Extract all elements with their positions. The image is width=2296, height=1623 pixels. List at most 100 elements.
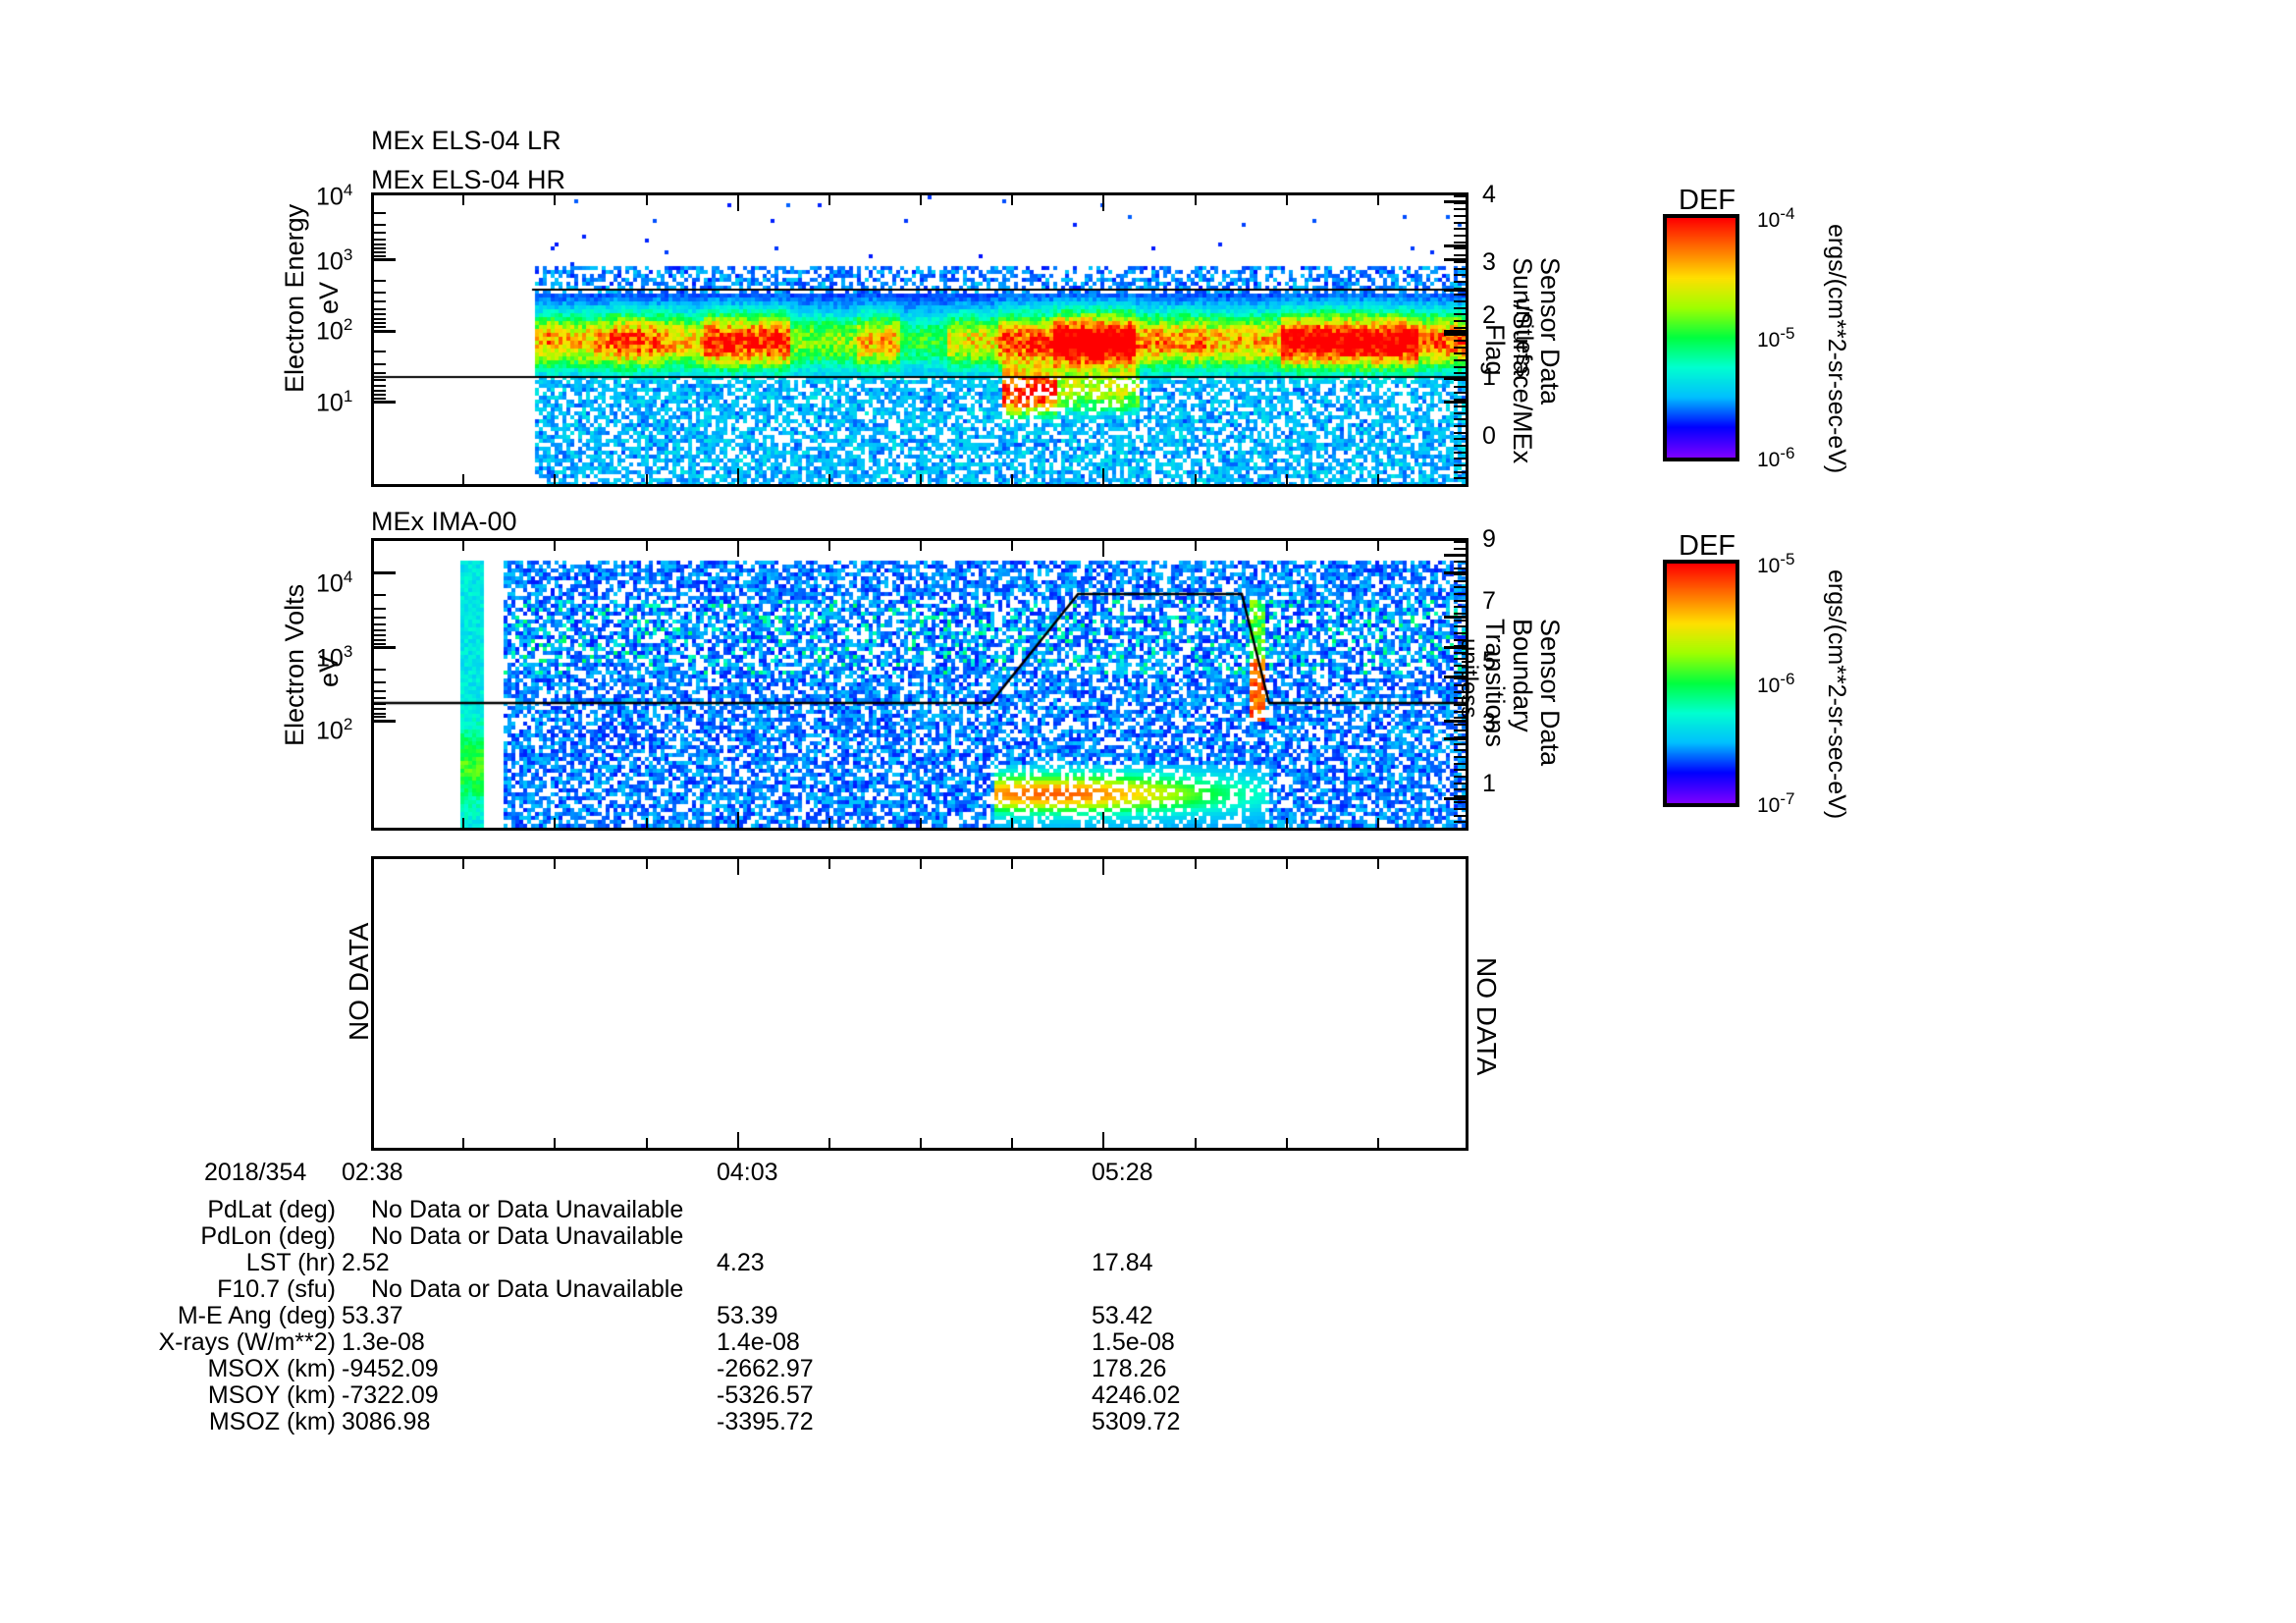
colorbar-1-tick-mid: 10-5 [1757,324,1795,352]
time-axis-tick-2: 05:28 [1092,1159,1153,1186]
colorbar-2-title: DEF [1679,530,1735,562]
axis-tick [374,594,386,596]
axis-tick [1454,347,1466,349]
axis-tick [374,385,386,387]
panel-els-ytick-4: 104 [316,181,353,211]
axis-tick [1444,616,1466,619]
axis-tick [1454,632,1466,634]
axis-tick [374,629,386,631]
axis-tick [374,326,386,328]
axis-tick [374,212,386,214]
time-axis-date: 2018/354 [204,1159,307,1186]
axis-tick [1102,859,1104,875]
colorbar-2-tick-bot: 10-7 [1757,789,1795,817]
axis-tick [1195,859,1197,869]
axis-tick [1454,464,1466,466]
info-row-value: 4.23 [717,1249,765,1276]
axis-tick [1454,208,1466,210]
panel-ima-rtick-9: 9 [1482,525,1496,553]
axis-tick [1454,340,1466,342]
axis-tick [828,1138,830,1148]
axis-tick [646,474,648,484]
panel-ima-rtick-5: 5 [1482,647,1496,675]
axis-tick [1454,548,1466,550]
axis-tick [374,634,386,636]
panel-ima-right-label-3: Transitions [1480,619,1510,748]
axis-tick [1454,254,1466,256]
axis-tick [1444,571,1466,574]
panel-ima-rtick-3: 3 [1482,709,1496,736]
axis-tick [462,541,464,551]
axis-tick [920,195,922,205]
axis-tick [1454,477,1466,479]
axis-tick [1454,736,1466,738]
axis-tick [920,818,922,828]
axis-tick [374,351,386,352]
panel-els-rtick-1: 1 [1482,363,1496,391]
axis-tick [828,541,830,551]
info-row-label: X-rays (W/m**2) [158,1328,336,1356]
info-row-label: MSOY (km) [207,1381,336,1409]
axis-tick [1454,541,1466,543]
axis-tick [1377,818,1379,828]
axis-tick [1444,200,1466,203]
axis-tick [1444,330,1466,333]
axis-tick [1454,425,1466,427]
axis-tick [1454,288,1466,290]
axis-tick [1454,274,1466,276]
colorbar-1-units: ergs/(cm**2-sr-sec-eV) [1823,224,1850,474]
axis-tick [374,681,386,683]
info-row-value: 53.42 [1092,1302,1153,1329]
axis-tick [1454,438,1466,440]
axis-tick [374,330,396,333]
panel-ima-rtick-7: 7 [1482,587,1496,615]
colorbar-1-title: DEF [1679,185,1735,216]
axis-tick [1454,776,1466,778]
axis-tick [1454,684,1466,686]
axis-tick [1454,372,1466,374]
axis-tick [374,322,386,324]
axis-tick [1454,215,1466,217]
axis-tick [1444,401,1466,404]
colorbar-1 [1663,214,1739,461]
axis-tick [1454,554,1466,556]
axis-tick [374,608,386,610]
axis-tick [1454,769,1466,771]
axis-tick [1454,586,1466,588]
axis-tick [1011,1138,1013,1148]
panel-els-ytick-2: 102 [316,315,353,346]
axis-tick [1454,600,1466,602]
axis-tick [646,818,648,828]
axis-tick [737,859,739,875]
axis-tick [1454,352,1466,354]
axis-tick [1444,192,1466,195]
axis-tick [374,697,386,699]
axis-tick [1454,228,1466,230]
axis-tick [1195,818,1197,828]
axis-tick [462,195,464,205]
axis-tick [554,1138,556,1148]
axis-tick [374,646,396,649]
axis-tick [1454,452,1466,454]
axis-tick [1377,474,1379,484]
axis-tick [1454,484,1466,486]
axis-tick [374,247,386,249]
axis-tick [374,292,386,294]
panel-els-right-units: unitless [1511,298,1537,378]
axis-tick [1454,320,1466,322]
axis-tick [1454,247,1466,249]
axis-tick [1286,195,1288,205]
axis-tick [1444,720,1466,723]
axis-tick [1454,366,1466,368]
axis-tick [554,859,556,869]
panel-ima-ytick-4: 104 [316,568,353,598]
panel-nodata-right-text: NO DATA [1471,957,1502,1076]
info-row-span-value: No Data or Data Unavailable [371,1222,684,1250]
axis-tick [1377,1138,1379,1148]
axis-tick [1454,704,1466,706]
axis-tick [374,313,386,315]
axis-tick [920,541,922,551]
axis-tick [1454,783,1466,784]
info-row-value: 2.52 [342,1249,390,1276]
axis-tick [1454,808,1466,810]
